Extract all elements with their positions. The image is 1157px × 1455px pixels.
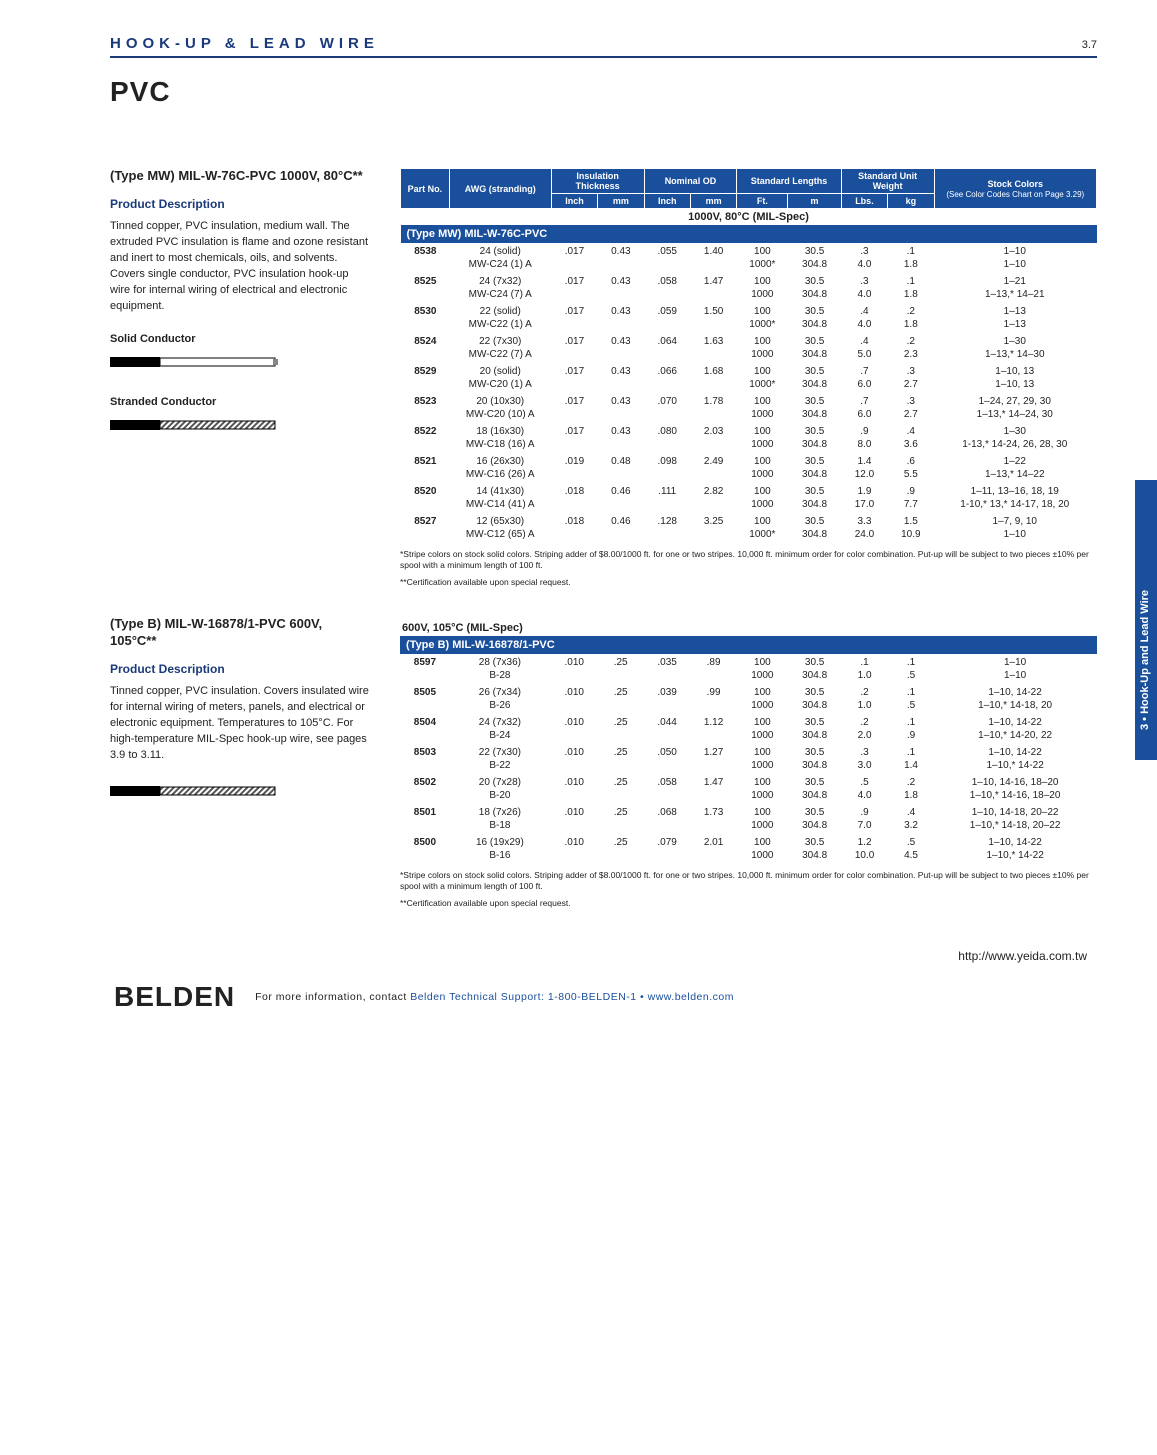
table-row: 8500 16 (19x29) .010.25.0792.01 10030.51…: [400, 834, 1097, 849]
table-row: 8521 16 (26x30) .0190.48.0982.49 10030.5…: [401, 453, 1097, 468]
th-stdlen: Standard Lengths: [737, 169, 841, 194]
side-tab: 3 • Hook-Up and Lead Wire: [1135, 480, 1157, 760]
footnote-4: **Certification available upon special r…: [400, 898, 1097, 909]
table-row: 8520 14 (41x30) .0180.46.1112.82 10030.5…: [401, 483, 1097, 498]
table-row: 8505 26 (7x34) .010.25.039.99 10030.5.2.…: [400, 684, 1097, 699]
table-row: 8530 22 (solid) .0170.43.0591.50 10030.5…: [401, 303, 1097, 318]
table-row: MW-C14 (41) A 1000304.817.07.7 1-10,* 13…: [401, 498, 1097, 513]
table-row: MW-C16 (26) A 1000304.812.05.5 1–13,* 14…: [401, 468, 1097, 483]
section1-title: (Type MW) MIL-W-76C-PVC 1000V, 80°C**: [110, 168, 370, 185]
table-row: 8538 24 (solid) .0170.43.0551.40 10030.5…: [401, 243, 1097, 258]
footnote-2: **Certification available upon special r…: [400, 577, 1097, 588]
table-row: MW-C22 (1) A 1000*304.84.01.8 1–13: [401, 318, 1097, 333]
table-row: 8524 22 (7x30) .0170.43.0641.63 10030.5.…: [401, 333, 1097, 348]
table-row: MW-C18 (16) A 1000304.88.03.6 1-13,* 14-…: [401, 438, 1097, 453]
table-band: (Type MW) MIL-W-76C-PVC: [401, 225, 1097, 243]
th-stock: Stock Colors (See Color Codes Chart on P…: [934, 169, 1096, 209]
table-row: MW-C12 (65) A 1000*304.824.010.9 1–10: [401, 528, 1097, 543]
th-mm: mm: [598, 194, 644, 209]
table-row: 8529 20 (solid) .0170.43.0661.68 10030.5…: [401, 363, 1097, 378]
table-row: MW-C24 (1) A 1000*304.84.01.8 1–10: [401, 258, 1097, 273]
footer-text: For more information, contact Belden Tec…: [255, 991, 734, 1003]
th-awg: AWG (stranding): [449, 169, 551, 209]
th-nom: Nominal OD: [644, 169, 737, 194]
table-header: Part No. AWG (stranding) Insulation Thic…: [401, 169, 1097, 209]
table-row: MW-C20 (10) A 1000304.86.02.7 1–13,* 14–…: [401, 408, 1097, 423]
page-number: 3.7: [1082, 39, 1097, 51]
table-row: 8502 20 (7x28) .010.25.0581.47 10030.5.5…: [400, 774, 1097, 789]
table-row: 8504 24 (7x32) .010.25.0441.12 10030.5.2…: [400, 714, 1097, 729]
table-row: MW-C22 (7) A 1000304.85.02.3 1–13,* 14–3…: [401, 348, 1097, 363]
th-inch2: Inch: [644, 194, 690, 209]
table-row: 8523 20 (10x30) .0170.43.0701.78 10030.5…: [401, 393, 1097, 408]
th-kg: kg: [888, 194, 934, 209]
solid-conductor-icon: [110, 353, 370, 374]
solid-conductor-label: Solid Conductor: [110, 333, 370, 345]
stranded-conductor-icon-2: [110, 782, 370, 803]
table-row: 8501 18 (7x26) .010.25.0681.73 10030.5.9…: [400, 804, 1097, 819]
table-row: B-22 1000304.83.01.4 1–10,* 14-22: [400, 759, 1097, 774]
footnote-1: *Stripe colors on stock solid colors. St…: [400, 549, 1097, 571]
url-label: http://www.yeida.com.tw: [110, 949, 1087, 963]
table-row: B-28 1000304.81.0.5 1–10: [400, 669, 1097, 684]
table-band: (Type B) MIL-W-16878/1-PVC: [400, 636, 1097, 654]
table-row: 8522 18 (16x30) .0170.43.0802.03 10030.5…: [401, 423, 1097, 438]
main-title: PVC: [110, 76, 1097, 108]
th-mm2: mm: [690, 194, 736, 209]
table-row: B-24 1000304.82.0.9 1–10,* 14-20, 22: [400, 729, 1097, 744]
product-description-body-2: Tinned copper, PVC insulation. Covers in…: [110, 684, 370, 764]
product-description-label-2: Product Description: [110, 662, 370, 676]
spec-table-1: Part No. AWG (stranding) Insulation Thic…: [400, 168, 1097, 543]
footnote-3: *Stripe colors on stock solid colors. St…: [400, 870, 1097, 892]
page-header: HOOK-UP & LEAD WIRE 3.7: [110, 35, 1097, 58]
th-ins: Insulation Thickness: [551, 169, 644, 194]
product-description-body: Tinned copper, PVC insulation, medium wa…: [110, 219, 370, 315]
table-row: B-18 1000304.87.03.2 1–10,* 14-18, 20–22: [400, 819, 1097, 834]
table-caption: 1000V, 80°C (MIL-Spec): [401, 209, 1097, 226]
product-description-label: Product Description: [110, 197, 370, 211]
stranded-conductor-icon: [110, 416, 370, 437]
table-row: 8527 12 (65x30) .0180.46.1283.25 10030.5…: [401, 513, 1097, 528]
table-row: B-20 1000304.84.01.8 1–10,* 14-16, 18–20: [400, 789, 1097, 804]
section2-title: (Type B) MIL-W-16878/1-PVC 600V, 105°C**: [110, 616, 370, 650]
th-part: Part No.: [401, 169, 450, 209]
page-footer: BELDEN For more information, contact Bel…: [110, 981, 1097, 1013]
table-row: MW-C20 (1) A 1000*304.86.02.7 1–10, 13: [401, 378, 1097, 393]
th-ft: Ft.: [737, 194, 788, 209]
side-tab-label: 3 • Hook-Up and Lead Wire: [1135, 460, 1155, 740]
th-inch: Inch: [551, 194, 597, 209]
table-row: B-16 1000304.810.04.5 1–10,* 14-22: [400, 849, 1097, 864]
table-row: 8525 24 (7x32) .0170.43.0581.47 10030.5.…: [401, 273, 1097, 288]
table2-caption: 600V, 105°C (MIL-Spec): [400, 616, 1097, 636]
header-title: HOOK-UP & LEAD WIRE: [110, 35, 379, 52]
belden-logo: BELDEN: [114, 981, 235, 1013]
th-stdwt: Standard Unit Weight: [841, 169, 934, 194]
th-m: m: [788, 194, 841, 209]
stranded-conductor-label: Stranded Conductor: [110, 396, 370, 408]
table-row: 8503 22 (7x30) .010.25.0501.27 10030.5.3…: [400, 744, 1097, 759]
th-lbs: Lbs.: [841, 194, 887, 209]
spec-table-2: (Type B) MIL-W-16878/1-PVC 8597 28 (7x36…: [400, 636, 1097, 864]
table-row: MW-C24 (7) A 1000304.84.01.8 1–13,* 14–2…: [401, 288, 1097, 303]
table-row: B-26 1000304.81.0.5 1–10,* 14-18, 20: [400, 699, 1097, 714]
table-row: 8597 28 (7x36) .010.25.035.89 10030.5.1.…: [400, 654, 1097, 669]
